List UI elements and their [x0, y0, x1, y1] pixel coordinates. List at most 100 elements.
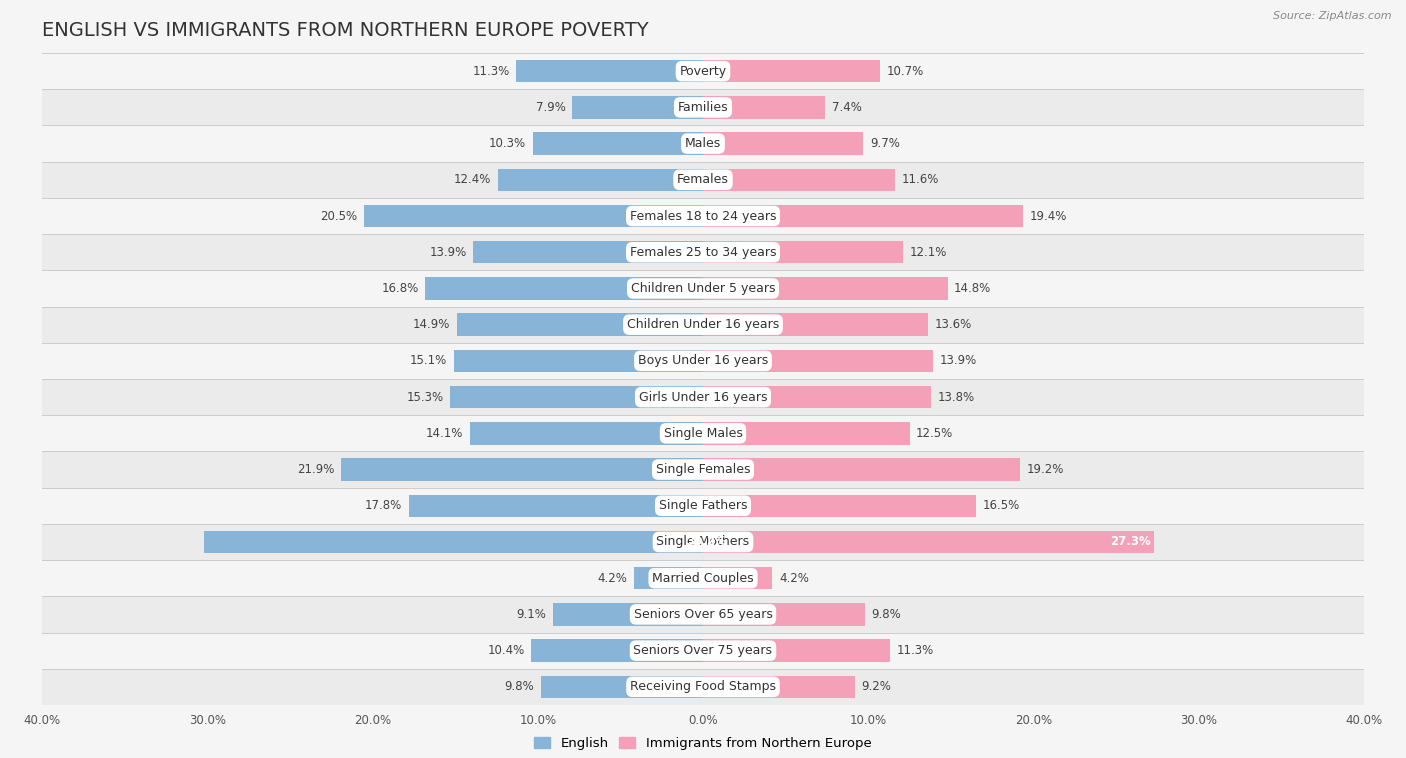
- Bar: [42, 415, 1364, 452]
- Text: 15.3%: 15.3%: [406, 390, 444, 403]
- Text: Seniors Over 75 years: Seniors Over 75 years: [634, 644, 772, 657]
- Text: 11.3%: 11.3%: [896, 644, 934, 657]
- Text: 10.7%: 10.7%: [886, 64, 924, 77]
- Text: Families: Families: [678, 101, 728, 114]
- Text: 9.1%: 9.1%: [516, 608, 546, 621]
- Text: 11.3%: 11.3%: [472, 64, 510, 77]
- Bar: [42, 487, 1364, 524]
- Bar: [204, 531, 703, 553]
- Bar: [703, 168, 894, 191]
- Text: Single Females: Single Females: [655, 463, 751, 476]
- Text: 9.8%: 9.8%: [872, 608, 901, 621]
- Bar: [703, 640, 890, 662]
- Text: Single Males: Single Males: [664, 427, 742, 440]
- Bar: [342, 459, 703, 481]
- Text: 12.1%: 12.1%: [910, 246, 946, 258]
- Text: 12.4%: 12.4%: [454, 174, 492, 186]
- Bar: [703, 459, 1021, 481]
- Bar: [42, 306, 1364, 343]
- Text: 19.2%: 19.2%: [1026, 463, 1064, 476]
- Bar: [42, 234, 1364, 271]
- Text: 14.9%: 14.9%: [413, 318, 450, 331]
- Bar: [703, 277, 948, 299]
- Text: 7.9%: 7.9%: [536, 101, 565, 114]
- Legend: English, Immigrants from Northern Europe: English, Immigrants from Northern Europe: [534, 738, 872, 750]
- Text: 4.2%: 4.2%: [779, 572, 808, 584]
- Text: Females: Females: [678, 174, 728, 186]
- Text: 14.8%: 14.8%: [955, 282, 991, 295]
- Text: 30.2%: 30.2%: [686, 535, 727, 549]
- Text: Boys Under 16 years: Boys Under 16 years: [638, 355, 768, 368]
- Text: 9.2%: 9.2%: [862, 681, 891, 694]
- Text: Seniors Over 65 years: Seniors Over 65 years: [634, 608, 772, 621]
- Text: 10.3%: 10.3%: [489, 137, 526, 150]
- Bar: [409, 494, 703, 517]
- Text: Poverty: Poverty: [679, 64, 727, 77]
- Text: Females 25 to 34 years: Females 25 to 34 years: [630, 246, 776, 258]
- Bar: [457, 314, 703, 336]
- Text: Single Mothers: Single Mothers: [657, 535, 749, 549]
- Text: 9.7%: 9.7%: [870, 137, 900, 150]
- Bar: [364, 205, 703, 227]
- Text: Single Fathers: Single Fathers: [659, 500, 747, 512]
- Bar: [42, 379, 1364, 415]
- Bar: [42, 198, 1364, 234]
- Bar: [703, 422, 910, 444]
- Text: 13.9%: 13.9%: [429, 246, 467, 258]
- Bar: [703, 531, 1154, 553]
- Text: 15.1%: 15.1%: [409, 355, 447, 368]
- Bar: [426, 277, 703, 299]
- Bar: [703, 386, 931, 409]
- Text: 27.3%: 27.3%: [1109, 535, 1150, 549]
- Text: Source: ZipAtlas.com: Source: ZipAtlas.com: [1274, 11, 1392, 21]
- Text: 12.5%: 12.5%: [917, 427, 953, 440]
- Text: Children Under 16 years: Children Under 16 years: [627, 318, 779, 331]
- Bar: [703, 241, 903, 264]
- Bar: [42, 343, 1364, 379]
- Bar: [703, 60, 880, 83]
- Bar: [541, 675, 703, 698]
- Bar: [703, 314, 928, 336]
- Bar: [450, 386, 703, 409]
- Bar: [703, 133, 863, 155]
- Bar: [516, 60, 703, 83]
- Text: Girls Under 16 years: Girls Under 16 years: [638, 390, 768, 403]
- Bar: [703, 494, 976, 517]
- Bar: [498, 168, 703, 191]
- Text: 16.8%: 16.8%: [381, 282, 419, 295]
- Text: 13.6%: 13.6%: [934, 318, 972, 331]
- Text: 17.8%: 17.8%: [366, 500, 402, 512]
- Text: 4.2%: 4.2%: [598, 572, 627, 584]
- Text: Males: Males: [685, 137, 721, 150]
- Bar: [572, 96, 703, 118]
- Text: 16.5%: 16.5%: [983, 500, 1019, 512]
- Bar: [703, 96, 825, 118]
- Bar: [42, 271, 1364, 306]
- Bar: [533, 133, 703, 155]
- Text: 19.4%: 19.4%: [1031, 209, 1067, 223]
- Text: 21.9%: 21.9%: [297, 463, 335, 476]
- Bar: [42, 126, 1364, 161]
- Bar: [703, 205, 1024, 227]
- Bar: [553, 603, 703, 625]
- Text: 13.9%: 13.9%: [939, 355, 977, 368]
- Text: Receiving Food Stamps: Receiving Food Stamps: [630, 681, 776, 694]
- Text: Females 18 to 24 years: Females 18 to 24 years: [630, 209, 776, 223]
- Bar: [703, 603, 865, 625]
- Bar: [470, 422, 703, 444]
- Bar: [42, 597, 1364, 632]
- Text: 20.5%: 20.5%: [321, 209, 357, 223]
- Bar: [42, 632, 1364, 669]
- Text: 13.8%: 13.8%: [938, 390, 974, 403]
- Bar: [474, 241, 703, 264]
- Bar: [42, 560, 1364, 597]
- Bar: [634, 567, 703, 590]
- Bar: [703, 567, 772, 590]
- Bar: [42, 89, 1364, 126]
- Text: 11.6%: 11.6%: [901, 174, 939, 186]
- Text: 7.4%: 7.4%: [832, 101, 862, 114]
- Bar: [42, 669, 1364, 705]
- Bar: [42, 524, 1364, 560]
- Bar: [42, 161, 1364, 198]
- Text: Married Couples: Married Couples: [652, 572, 754, 584]
